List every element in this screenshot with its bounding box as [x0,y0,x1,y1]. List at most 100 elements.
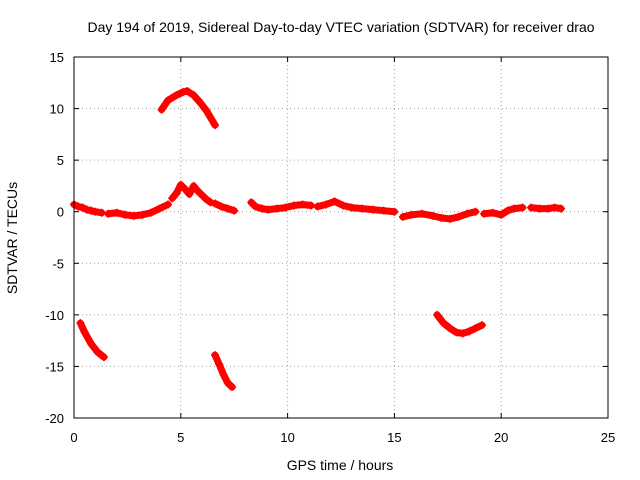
data-point [398,212,407,221]
data-point [379,206,388,215]
data-point [163,96,172,105]
series-band-2 [104,200,172,220]
data-point [527,203,536,212]
data-point [480,209,489,218]
series-band-6 [313,197,399,216]
data-trace [211,199,238,215]
axis-ticks [73,56,609,419]
plot-frame [73,56,609,419]
data-point [193,187,202,196]
y-tick-label: 10 [50,102,64,117]
data-point [76,319,85,328]
y-tick-labels: 15 10 5 0 -5 -10 -15 -20 [45,50,64,426]
data-point [215,360,224,369]
series-arc-b [76,319,108,362]
data-point [138,210,147,219]
data-point [298,200,307,209]
data-point [87,206,96,215]
x-tick-label: 20 [494,430,508,445]
data-point [550,203,559,212]
data-point [488,208,497,217]
data-point [471,207,480,216]
y-tick-label: -10 [45,308,64,323]
data-point [272,204,281,213]
data-point [172,91,181,100]
series-arc-c [210,351,237,392]
data-point [163,200,172,209]
series-band-3 [168,180,215,207]
data-point [223,204,232,213]
data-point [210,121,219,130]
data-point [428,211,437,220]
data-point [518,203,527,212]
data-point [198,191,207,200]
data-point [437,213,446,222]
data-point [307,201,316,210]
data-point [458,329,467,338]
data-point [347,203,356,212]
data-point [121,210,130,219]
data-point [471,324,480,333]
data-point [445,324,454,333]
data-point [251,202,260,211]
data-point [93,347,102,356]
series-band-5 [247,198,316,214]
series-arc-a [157,87,219,130]
x-tick-labels: 0 5 10 15 20 25 [70,430,615,445]
data-point [477,321,486,330]
y-tick-label: -5 [52,256,64,271]
series-band-1 [70,200,106,217]
data-point [219,370,228,379]
series-band-4 [210,199,239,215]
x-tick-label: 5 [177,430,184,445]
data-point [358,204,367,213]
data-point [210,351,219,360]
data-point [217,202,226,211]
data-point [82,205,91,214]
y-tick-label: 15 [50,50,64,65]
data-point [228,383,237,392]
data-trace [168,181,215,206]
y-tick-label: -20 [45,411,64,426]
x-tick-label: 25 [601,430,615,445]
data-point [281,203,290,212]
data-point [264,205,273,214]
grid-lines [74,57,608,418]
data-point [97,208,106,217]
data-point [189,181,198,190]
data-point [223,378,232,387]
data-point [202,195,211,204]
series-arc-d [433,310,486,338]
data-point [418,209,427,218]
data-point [99,353,108,362]
data-point [155,204,164,213]
data-point [390,207,399,216]
y-axis-label: SDTVAR / TECUs [4,182,20,294]
data-point [146,208,155,217]
data-point [452,328,461,337]
data-point [257,204,266,213]
data-point [104,209,113,218]
data-point [80,328,89,337]
y-tick-label: 5 [57,153,64,168]
data-point [369,205,378,214]
data-point [78,203,87,212]
data-point [87,339,96,348]
data-point [339,201,348,210]
data-point [183,87,192,96]
data-point [433,310,442,319]
data-point [196,98,205,107]
data-point [176,180,185,189]
series-band-9 [527,203,566,213]
y-tick-label: 0 [57,205,64,220]
data-point [112,208,121,217]
data-point [172,189,181,198]
x-tick-label: 15 [387,430,401,445]
data-point [503,206,512,215]
data-point [202,106,211,115]
data-point [290,201,299,210]
data-point [454,212,463,221]
data-point [189,91,198,100]
x-tick-label: 0 [70,430,77,445]
data-point [463,209,472,218]
